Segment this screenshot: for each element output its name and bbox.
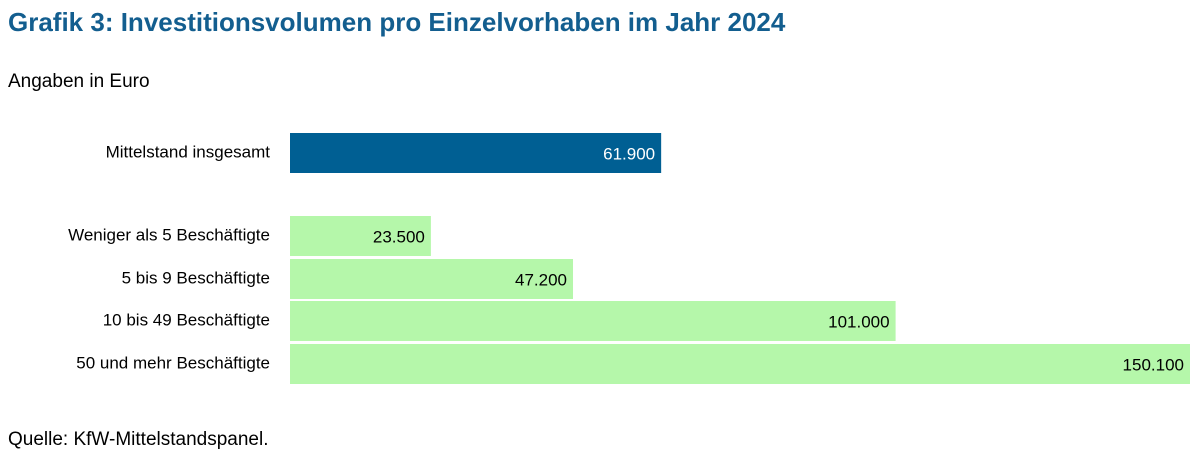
bar — [290, 133, 662, 173]
bar — [290, 344, 1190, 384]
value-label: 61.900 — [603, 144, 655, 163]
value-label: 23.500 — [373, 227, 425, 246]
category-label: Mittelstand insgesamt — [106, 142, 271, 161]
value-label: 47.200 — [515, 270, 567, 289]
bar — [290, 301, 896, 341]
category-label: 10 bis 49 Beschäftigte — [103, 310, 270, 329]
category-label: 5 bis 9 Beschäftigte — [122, 268, 270, 287]
bar — [290, 216, 431, 256]
category-label: Weniger als 5 Beschäftigte — [68, 225, 270, 244]
source-note: Quelle: KfW-Mittelstandspanel. — [8, 429, 269, 450]
value-label: 150.100 — [1123, 355, 1184, 374]
chart-title: Grafik 3: Investitionsvolumen pro Einzel… — [8, 7, 786, 37]
category-label: 50 und mehr Beschäftigte — [76, 353, 270, 372]
value-label: 101.000 — [828, 312, 889, 331]
chart-subtitle: Angaben in Euro — [8, 71, 150, 92]
bar — [290, 259, 574, 299]
